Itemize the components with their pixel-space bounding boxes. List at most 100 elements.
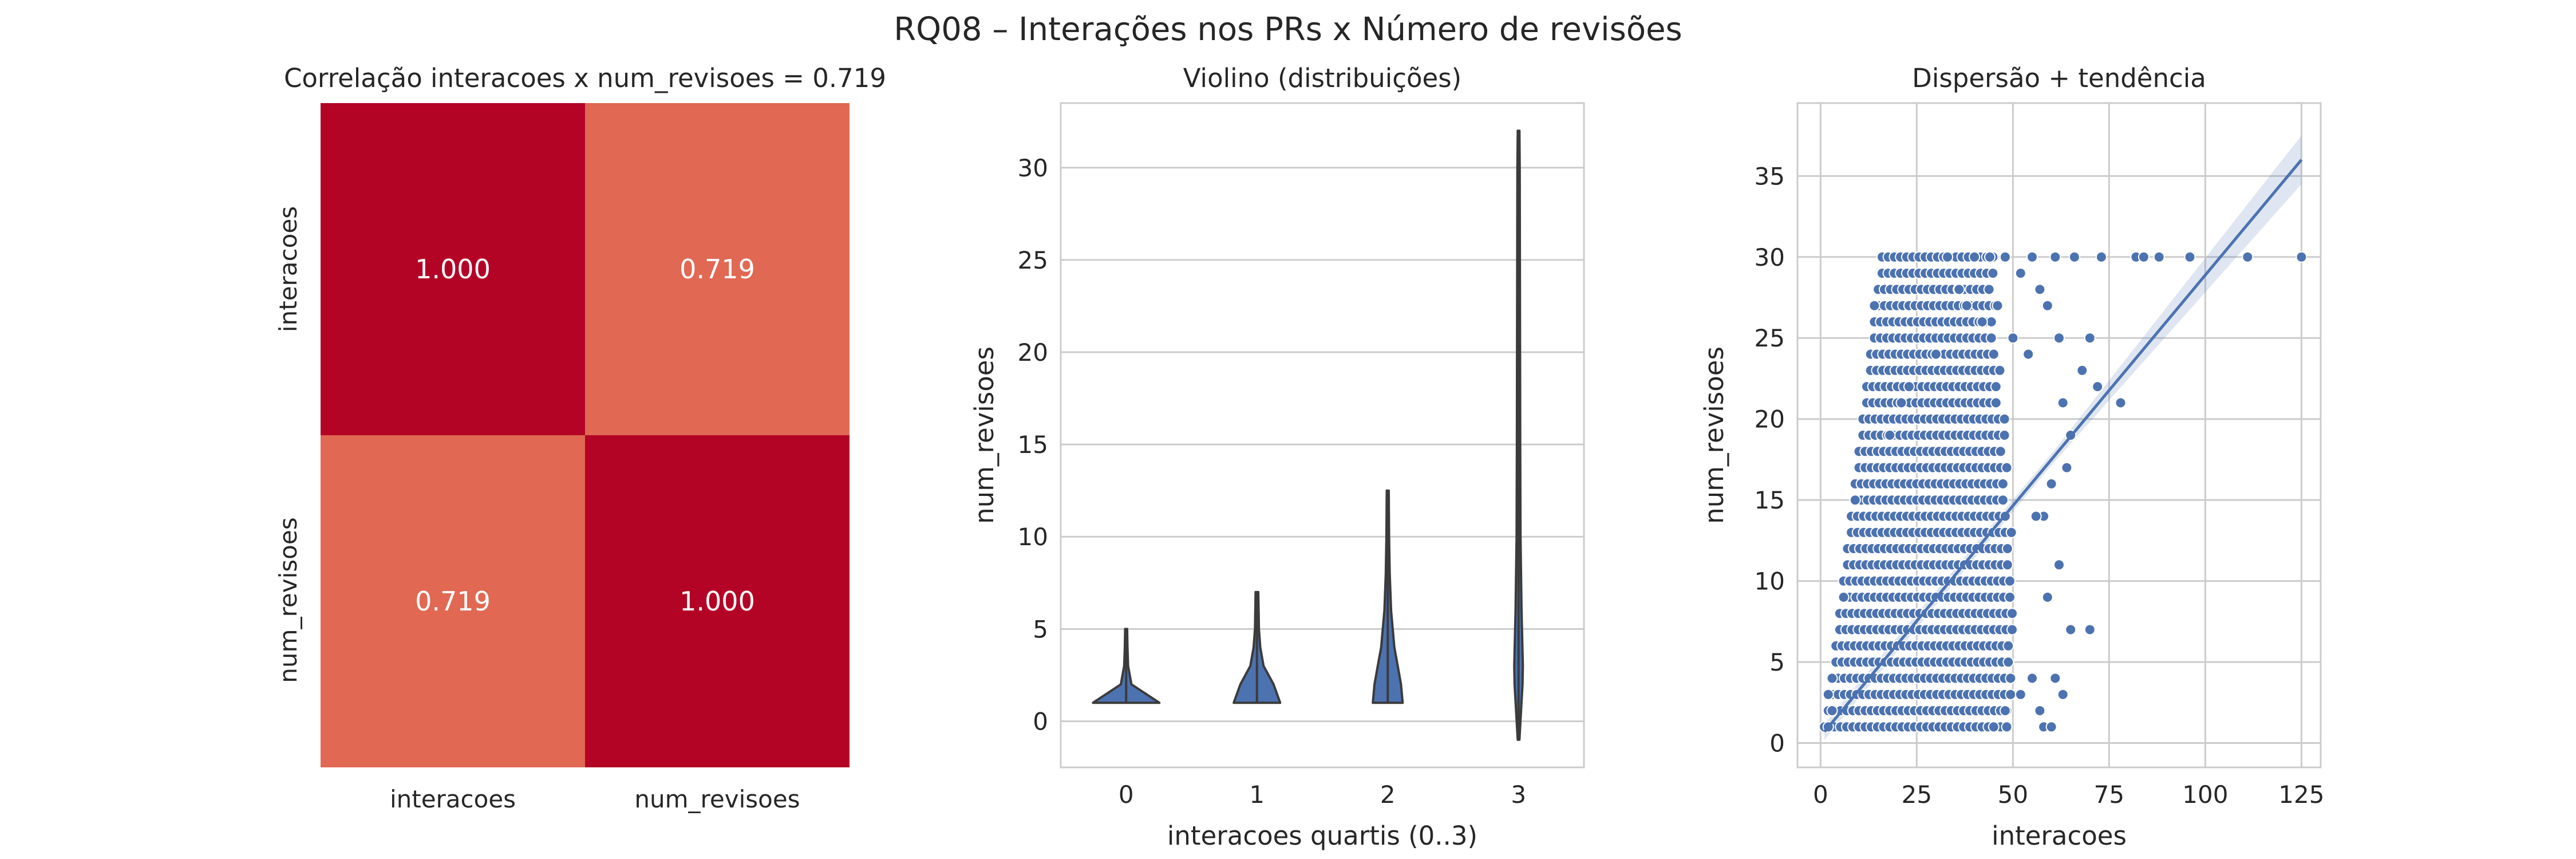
scatter-panel: Dispersão + tendência 0 5 10 15 20 25 30 35 0 25…: [1699, 63, 2324, 851]
scatter-point: [1826, 705, 1838, 716]
scatter-point: [2001, 543, 2013, 554]
scatter-point: [1998, 430, 2010, 441]
scatter-point: [2138, 251, 2150, 263]
scatter-point: [1976, 316, 1988, 328]
scatter-point: [1969, 251, 1981, 263]
scatter-point: [2007, 332, 2019, 344]
scatter-point: [2001, 462, 2013, 474]
scatter-point: [2005, 672, 2017, 684]
scatter-point: [1930, 348, 1942, 360]
scatter-point: [1988, 348, 2000, 360]
scatter-point: [2049, 672, 2061, 684]
scatter-point: [2068, 251, 2080, 263]
violin-ytick-label: 30: [1018, 154, 1048, 182]
scatter-ytick-label: 10: [1755, 568, 1785, 596]
heatmap-title: Correlação interacoes x num_revisoes = 0…: [284, 63, 886, 93]
violin-panel: Violino (distribuições) 0 5 10 15 20 25 30 0 1 2…: [969, 63, 1585, 851]
scatter-point: [1838, 591, 1850, 603]
heatmap-annotation-1-1: 1.000: [679, 586, 755, 617]
scatter-xtick-label: 125: [2278, 781, 2324, 809]
scatter-point: [2084, 624, 2096, 636]
violin-ytick-label: 25: [1018, 246, 1048, 274]
violin-ytick-label: 5: [1033, 615, 1048, 643]
scatter-point: [2115, 397, 2127, 409]
scatter-point: [1994, 364, 2006, 376]
scatter-point: [2004, 591, 2016, 603]
scatter-point: [1998, 413, 2010, 425]
violin-ytick-label: 20: [1018, 338, 1048, 367]
scatter-point: [1961, 300, 1973, 312]
scatter-point: [1987, 267, 1999, 279]
scatter-point: [2041, 591, 2053, 603]
scatter-point: [2242, 251, 2254, 263]
scatter-point: [1822, 688, 1834, 700]
scatter-frame: [1796, 102, 2322, 769]
heatmap-cell-0-1: [585, 103, 850, 435]
scatter-yticks: 0 5 10 15 20 25 30 35: [1755, 162, 1785, 757]
heatmap-cell-1-1: [585, 435, 850, 767]
scatter-point: [2045, 478, 2057, 490]
scatter-point: [1997, 494, 2009, 506]
scatter-point: [2065, 624, 2077, 636]
scatter-ytick-label: 25: [1755, 324, 1785, 352]
violin-xticks: 0 1 2 3: [1119, 781, 1526, 809]
scatter-point: [1990, 397, 2002, 409]
scatter-point: [2030, 510, 2042, 522]
scatter-point: [2296, 251, 2308, 263]
violin-xtick-label: 3: [1511, 781, 1526, 809]
violin-xtick-label: 1: [1249, 781, 1265, 809]
scatter-title: Dispersão + tendência: [1912, 63, 2206, 93]
figure-suptitle: RQ08 – Interações nos PRs x Número de re…: [894, 11, 1682, 48]
scatter-ytick-label: 0: [1769, 730, 1785, 758]
scatter-xtick-label: 25: [1902, 781, 1932, 809]
violin-ytick-label: 0: [1033, 707, 1048, 735]
scatter-point: [2001, 721, 2013, 733]
scatter-point: [2057, 688, 2069, 700]
scatter-point: [2001, 559, 2013, 571]
heatmap-panel: Correlação interacoes x num_revisoes = 0…: [274, 63, 886, 813]
scatter-point: [1992, 300, 2004, 312]
heatmap-row-label-0: interacoes: [274, 206, 302, 332]
scatter-ytick-label: 30: [1755, 243, 1785, 271]
scatter-point: [2045, 721, 2057, 733]
trend-line-group: [1823, 159, 2303, 733]
violin-xtick-label: 0: [1119, 781, 1134, 809]
scatter-point: [2022, 348, 2034, 360]
scatter-xtick-label: 75: [2094, 781, 2124, 809]
scatter-point: [2006, 608, 2018, 620]
violin-title: Violino (distribuições): [1183, 63, 1461, 93]
scatter-xtick-label: 100: [2182, 781, 2228, 809]
violin-frame: [1060, 102, 1585, 769]
scatter-ytick-label: 20: [1755, 405, 1785, 434]
scatter-point: [1903, 381, 1915, 393]
scatter-point: [2014, 267, 2026, 279]
scatter-point: [2026, 672, 2038, 684]
scatter-point: [2005, 688, 2017, 700]
scatter-ytick-label: 5: [1769, 648, 1785, 676]
scatter-point: [2049, 251, 2061, 263]
scatter-point: [1999, 705, 2011, 716]
scatter-point: [2184, 251, 2196, 263]
scatter-point: [2002, 640, 2014, 652]
scatter-point: [2004, 575, 2016, 587]
scatter-point: [2076, 364, 2088, 376]
scatter-point: [2006, 624, 2018, 636]
scatter-point: [2095, 251, 2107, 263]
scatter-point: [1983, 283, 1995, 295]
scatter-point: [2034, 705, 2046, 716]
scatter-point: [2092, 381, 2104, 393]
scatter-point: [1942, 251, 1954, 263]
scatter-point: [1826, 672, 1838, 684]
heatmap-cell-1-0: [321, 435, 585, 767]
scatter-ylabel: num_revisoes: [1699, 346, 1729, 524]
scatter-point: [2041, 300, 2053, 312]
trend-line: [1823, 159, 2303, 733]
heatmap-annotation-1-0: 0.719: [415, 586, 491, 617]
heatmap-row-label-1: num_revisoes: [274, 517, 302, 683]
heatmap-col-label-1: num_revisoes: [634, 785, 800, 813]
scatter-xtick-label: 50: [1998, 781, 2028, 809]
scatter-point: [1868, 300, 1880, 312]
violin-xtick-label: 2: [1380, 781, 1396, 809]
scatter-point: [2061, 462, 2073, 474]
violin-xlabel: interacoes quartis (0..3): [1167, 821, 1477, 851]
